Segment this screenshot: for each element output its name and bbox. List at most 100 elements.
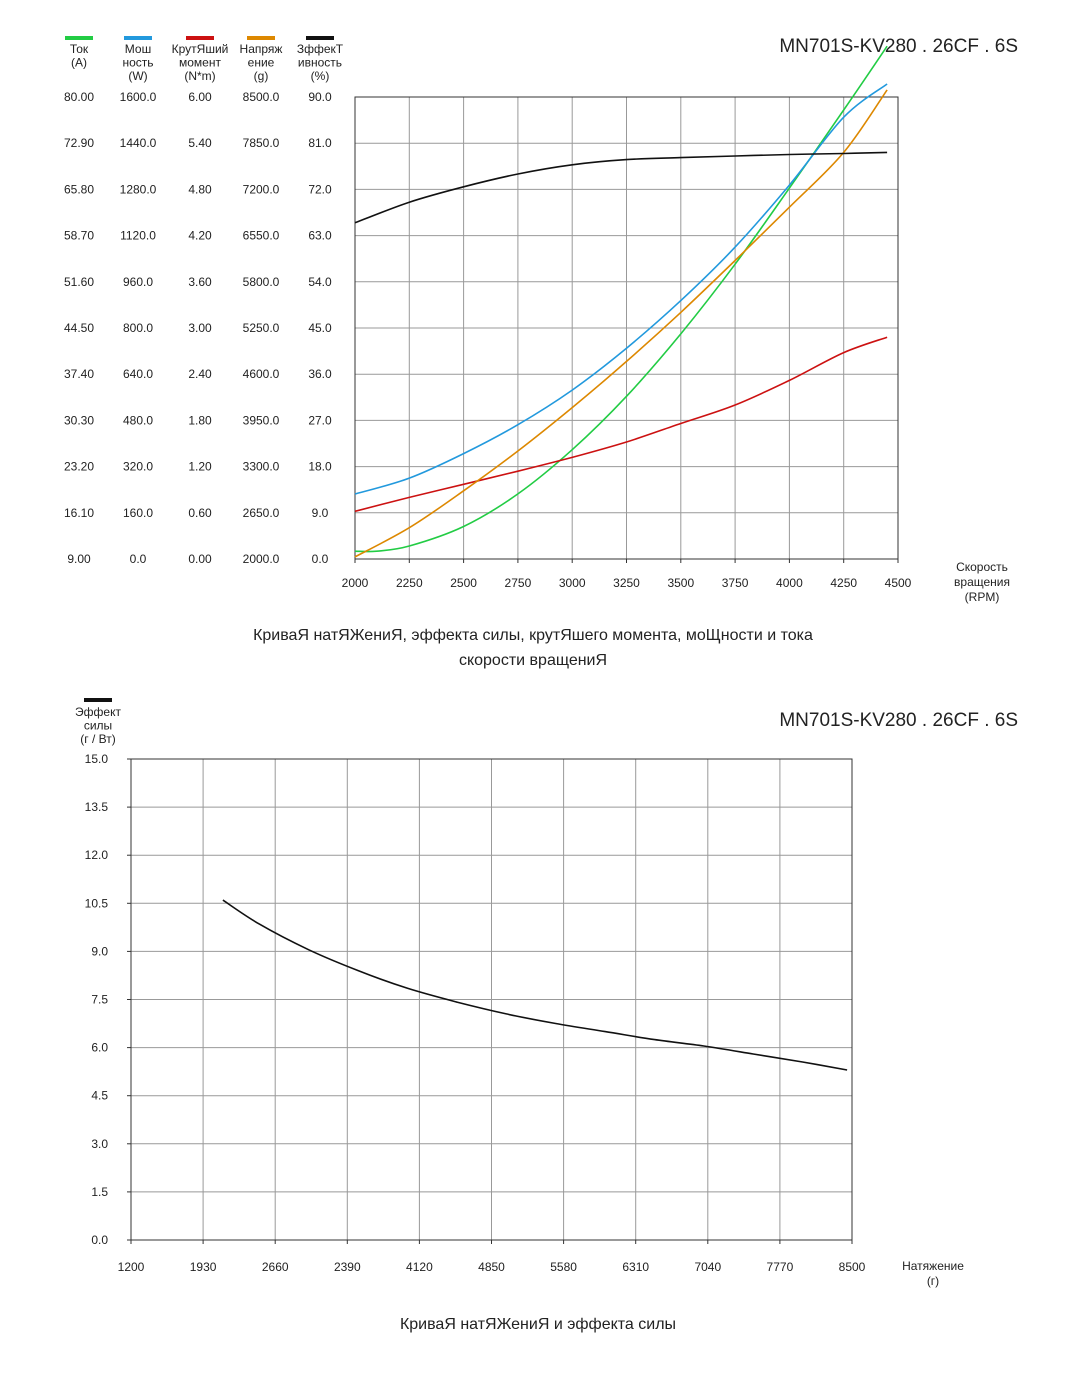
chart1-x-label-line: вращения xyxy=(954,575,1010,589)
chart1-y-tick-torque: 4.20 xyxy=(188,229,212,243)
chart2-x-tick-label: 8500 xyxy=(839,1260,866,1274)
chart1-x-tick-label: 2250 xyxy=(396,576,423,590)
chart1-y-tick-current: 37.40 xyxy=(64,367,94,381)
chart2-x-tick-label: 6310 xyxy=(622,1260,649,1274)
chart1-y-tick-torque: 3.00 xyxy=(188,321,212,335)
chart1-y-tick-efficiency: 45.0 xyxy=(308,321,332,335)
chart1-x-tick-label: 3500 xyxy=(667,576,694,590)
chart1-y-tick-power: 1440.0 xyxy=(120,136,157,150)
chart1-y-tick-power: 1600.0 xyxy=(120,90,157,104)
chart1-y-tick-power: 480.0 xyxy=(123,413,153,427)
chart1-x-tick-label: 3750 xyxy=(722,576,749,590)
chart2-y-tick-label: 0.0 xyxy=(91,1233,108,1247)
chart1-y-tick-current: 65.80 xyxy=(64,182,94,196)
chart1-y-tick-columns: 80.00 72.90 65.80 58.70 51.60 44.50 37.40 30.30… xyxy=(64,90,332,566)
chart2-y-tick-label: 3.0 xyxy=(91,1137,108,1151)
chart1-x-tick-label: 4500 xyxy=(885,576,912,590)
chart2-x-tick-label: 4120 xyxy=(406,1260,433,1274)
chart2-x-tick-label: 2390 xyxy=(334,1260,361,1274)
chart1-legend-label-efficiency: (%) xyxy=(311,69,330,83)
chart1-y-tick-thrust: 3300.0 xyxy=(243,460,280,474)
chart2-x-tick-label: 5580 xyxy=(550,1260,577,1274)
chart1-y-tick-thrust: 6550.0 xyxy=(243,229,280,243)
chart1-y-tick-efficiency: 81.0 xyxy=(308,136,332,150)
chart2-x-tick-label: 4850 xyxy=(478,1260,505,1274)
chart1-y-tick-current: 30.30 xyxy=(64,413,94,427)
chart1-y-tick-efficiency: 72.0 xyxy=(308,182,332,196)
chart1-y-tick-efficiency: 63.0 xyxy=(308,229,332,243)
chart1-series-power xyxy=(354,83,888,495)
chart1-legend-label-torque: КрутЯший xyxy=(172,42,229,56)
chart2-y-label-line: (г / Вт) xyxy=(80,732,115,746)
chart1-x-tick-label: 3250 xyxy=(613,576,640,590)
chart1-y-tick-current: 44.50 xyxy=(64,321,94,335)
chart1-y-tick-power: 0.0 xyxy=(130,552,147,566)
chart1-y-tick-torque: 1.20 xyxy=(188,460,212,474)
chart1-y-tick-torque: 0.00 xyxy=(188,552,212,566)
chart2-y-tick-label: 9.0 xyxy=(91,944,108,958)
chart1-y-tick-thrust: 2000.0 xyxy=(243,552,280,566)
chart1-legend-swatch-power xyxy=(124,36,152,40)
chart1-y-tick-torque: 2.40 xyxy=(188,367,212,381)
chart1-y-tick-current: 16.10 xyxy=(64,506,94,520)
chart1-y-tick-current: 80.00 xyxy=(64,90,94,104)
chart1-y-tick-efficiency: 36.0 xyxy=(308,367,332,381)
chart1-y-tick-power: 160.0 xyxy=(123,506,153,520)
chart1-y-tick-current: 72.90 xyxy=(64,136,94,150)
chart1-series-thrust xyxy=(354,89,888,558)
chart1-legend-label-current: (A) xyxy=(71,56,87,70)
chart2-y-label-line: Эффект xyxy=(75,705,121,719)
chart1-y-tick-efficiency: 27.0 xyxy=(308,413,332,427)
chart1-series-torque xyxy=(354,336,888,513)
chart1-y-tick-efficiency: 18.0 xyxy=(308,460,332,474)
chart1-y-tick-power: 1120.0 xyxy=(120,229,156,243)
chart1-y-tick-power: 320.0 xyxy=(123,460,153,474)
chart1-legend-label-power: ность xyxy=(122,56,153,70)
chart1-series-efficiency xyxy=(354,151,888,224)
chart1-legend-label-thrust: (g) xyxy=(254,69,269,83)
chart1-series xyxy=(354,45,888,558)
chart2-y-tick-label: 13.5 xyxy=(85,800,109,814)
chart1-y-tick-torque: 1.80 xyxy=(188,413,212,427)
chart2-y-tick-label: 7.5 xyxy=(91,993,108,1007)
chart1-x-label-line: Скорость xyxy=(956,560,1008,574)
chart1-y-tick-torque: 6.00 xyxy=(188,90,212,104)
chart1-legend-label-thrust: ение xyxy=(248,56,275,70)
chart1-x-tick-label: 2750 xyxy=(505,576,532,590)
chart1-legend-swatch-current xyxy=(65,36,93,40)
chart1-legend-label-thrust: Напряж xyxy=(240,42,283,56)
chart1-y-tick-power: 800.0 xyxy=(123,321,153,335)
chart2-y-tick-label: 4.5 xyxy=(91,1089,108,1103)
chart1-y-tick-thrust: 4600.0 xyxy=(243,367,280,381)
chart2-x-tick-label: 1930 xyxy=(190,1260,217,1274)
chart1-y-tick-power: 960.0 xyxy=(123,275,153,289)
chart1-x-tick-label: 4000 xyxy=(776,576,803,590)
chart1-x-tick-label: 2000 xyxy=(342,576,369,590)
chart2-x-tick-label: 7040 xyxy=(694,1260,721,1274)
chart2-y-label-line: силы xyxy=(84,719,112,733)
chart2-y-tick-label: 1.5 xyxy=(91,1185,108,1199)
chart1-y-tick-thrust: 5800.0 xyxy=(243,275,280,289)
chart1-x-tick-label: 3000 xyxy=(559,576,586,590)
chart2-y-tick-label: 12.0 xyxy=(85,848,109,862)
chart2-x-label-line: Натяжение xyxy=(902,1259,964,1273)
chart-rpm: MN701S-KV280 . 26CF . 6S Ток(A)Мошность(… xyxy=(64,36,1018,669)
chart1-legend-label-power: (W) xyxy=(128,69,147,83)
chart1-legend-label-power: Мош xyxy=(125,42,151,56)
chart2-x-ticks: 1200 1930 2660 2390 4120 4850 5580 6310 7040 7770… xyxy=(118,1240,866,1274)
chart1-y-tick-thrust: 2650.0 xyxy=(243,506,280,520)
chart1-y-tick-torque: 3.60 xyxy=(188,275,212,289)
chart1-model-title: MN701S-KV280 . 26CF . 6S xyxy=(779,36,1018,57)
chart2-x-tick-label: 7770 xyxy=(767,1260,794,1274)
chart1-y-tick-torque: 0.60 xyxy=(188,506,212,520)
chart2-x-label-line: (г) xyxy=(927,1274,939,1288)
chart1-caption-line2: скорости вращениЯ xyxy=(459,652,607,669)
chart2-y-tick-label: 10.5 xyxy=(85,896,109,910)
chart2-series xyxy=(222,899,848,1071)
chart2-x-tick-label: 1200 xyxy=(118,1260,145,1274)
